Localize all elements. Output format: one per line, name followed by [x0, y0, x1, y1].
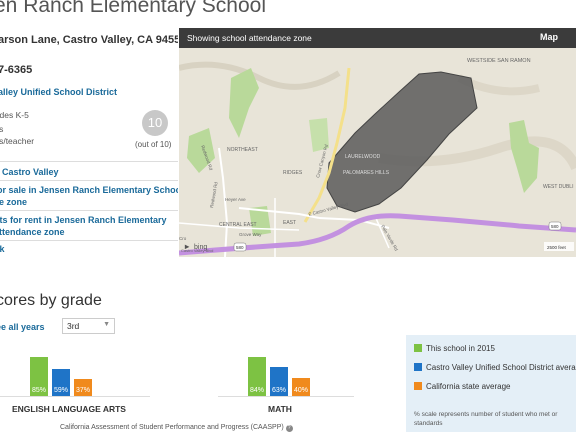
- legend-swatch: [414, 382, 422, 390]
- school-address: arson Lane, Castro Valley, CA 94552-: [0, 34, 178, 46]
- bar-value-label: 84%: [249, 387, 264, 394]
- chart-baseline: [0, 396, 150, 397]
- grades-text: rades K-5: [0, 110, 29, 120]
- map-label-east: EAST: [283, 220, 296, 226]
- chevron-down-icon: ▼: [103, 321, 110, 328]
- bar-value-label: 63%: [271, 387, 286, 394]
- divider: [0, 180, 178, 181]
- highway-shield-icon: 580: [548, 221, 562, 231]
- svg-text:▸: ▸: [184, 242, 190, 251]
- school-info-panel: arson Lane, Castro Valley, CA 94552- 7-6…: [0, 30, 178, 258]
- grade-select-value: 3rd: [67, 321, 80, 331]
- map-label-palomares-hills: PALOMARES HILLS: [343, 170, 390, 176]
- caaspp-note: California Assessment of Student Perform…: [60, 424, 293, 432]
- legend-note: % scale represents number of student who…: [414, 411, 558, 427]
- bar-value-label: 85%: [31, 387, 46, 394]
- legend-item-state: California state average: [414, 382, 511, 391]
- svg-text:580: 580: [236, 245, 244, 250]
- bar-math-2: 40%: [292, 378, 310, 396]
- link-castro-valley[interactable]: n Castro Valley: [0, 167, 59, 177]
- legend-swatch: [414, 363, 422, 371]
- link-rentals[interactable]: nts for rent in Jensen Ranch Elementary: [0, 215, 167, 225]
- bar-value-label: 59%: [53, 387, 68, 394]
- map-label-northeast: NORTHEAST: [227, 147, 258, 153]
- map-label-laurelwood: LAURELWOOD: [345, 154, 381, 160]
- link-homes-for-sale-zone[interactable]: ce zone: [0, 197, 28, 207]
- highway-shield-icon: 580: [233, 242, 247, 252]
- see-all-years-link[interactable]: ee all years: [0, 322, 45, 332]
- help-icon[interactable]: ?: [285, 425, 293, 432]
- svg-text:bing: bing: [194, 244, 207, 251]
- grade-select[interactable]: 3rd ▼: [62, 318, 115, 334]
- link-rentals-zone[interactable]: attendance zone: [0, 227, 65, 237]
- subject-label-math: MATH: [268, 404, 292, 414]
- school-phone: 7-6365: [0, 64, 33, 76]
- divider: [0, 240, 178, 241]
- bar-value-label: 40%: [293, 387, 308, 394]
- legend-item-district: Castro Valley Unified School District av…: [414, 363, 576, 372]
- bar-english-language-arts-0: 85%: [30, 357, 48, 396]
- rating-out-of: (out of 10): [135, 140, 172, 149]
- caaspp-text: California Assessment of Student Perform…: [60, 424, 284, 431]
- map-toolbar: Showing school attendance zone Map: [179, 28, 576, 48]
- map-label-ridges: RIDGES: [283, 170, 303, 176]
- bing-logo-icon: ▸ bing: [184, 242, 207, 251]
- legend-swatch: [414, 344, 422, 352]
- map-label-grove-way: Grove Way: [239, 232, 262, 237]
- map-label-west-dublin: WEST DUBLI: [543, 184, 573, 190]
- bar-math-0: 84%: [248, 357, 266, 396]
- bar-math-1: 63%: [270, 367, 288, 396]
- bar-english-language-arts-2: 37%: [74, 379, 92, 396]
- students-text: nts: [0, 124, 4, 134]
- map-label-castro-valley-blvd: Castro Valley Blvd: [181, 248, 213, 253]
- bar-value-label: 37%: [75, 387, 90, 394]
- map-type-button[interactable]: Map: [540, 32, 558, 42]
- map-label-central-east: CENTRAL EAST: [219, 222, 257, 228]
- subject-label-ela: ENGLISH LANGUAGE ARTS: [12, 404, 126, 414]
- divider: [0, 210, 178, 211]
- svg-text:580: 580: [551, 224, 559, 229]
- legend-item-school: This school in 2015: [414, 344, 495, 353]
- chart-baseline: [218, 396, 354, 397]
- map-label-redwood-rd: Redwood Rd: [209, 181, 219, 208]
- divider: [0, 161, 178, 162]
- map-label-cro: Cro: [179, 236, 187, 241]
- page-title: en Ranch Elementary School: [0, 0, 266, 17]
- rating-badge: 10: [142, 110, 168, 136]
- bar-english-language-arts-1: 59%: [52, 369, 70, 396]
- link-homes-for-sale[interactable]: for sale in Jensen Ranch Elementary Scho…: [0, 185, 178, 195]
- link-last[interactable]: nk: [0, 244, 5, 254]
- attendance-zone-map[interactable]: Showing school attendance zone Map WESTS…: [179, 28, 576, 257]
- map-label-westside: WESTSIDE SAN RAMON: [467, 58, 531, 64]
- map-toolbar-text: Showing school attendance zone: [187, 33, 312, 43]
- district-link[interactable]: alley Unified School District: [0, 87, 118, 97]
- map-scale-text: 2500 feet: [547, 245, 567, 250]
- students-per-teacher-text: nts/teacher: [0, 136, 35, 146]
- map-label-heyer-ave: Heyer Ave: [225, 197, 246, 202]
- scores-section-title: cores by grade: [0, 292, 102, 309]
- map-scale: [544, 242, 574, 251]
- map-canvas[interactable]: WESTSIDE SAN RAMON NORTHEAST LAURELWOOD …: [179, 48, 576, 257]
- chart-legend: This school in 2015 Castro Valley Unifie…: [406, 335, 576, 432]
